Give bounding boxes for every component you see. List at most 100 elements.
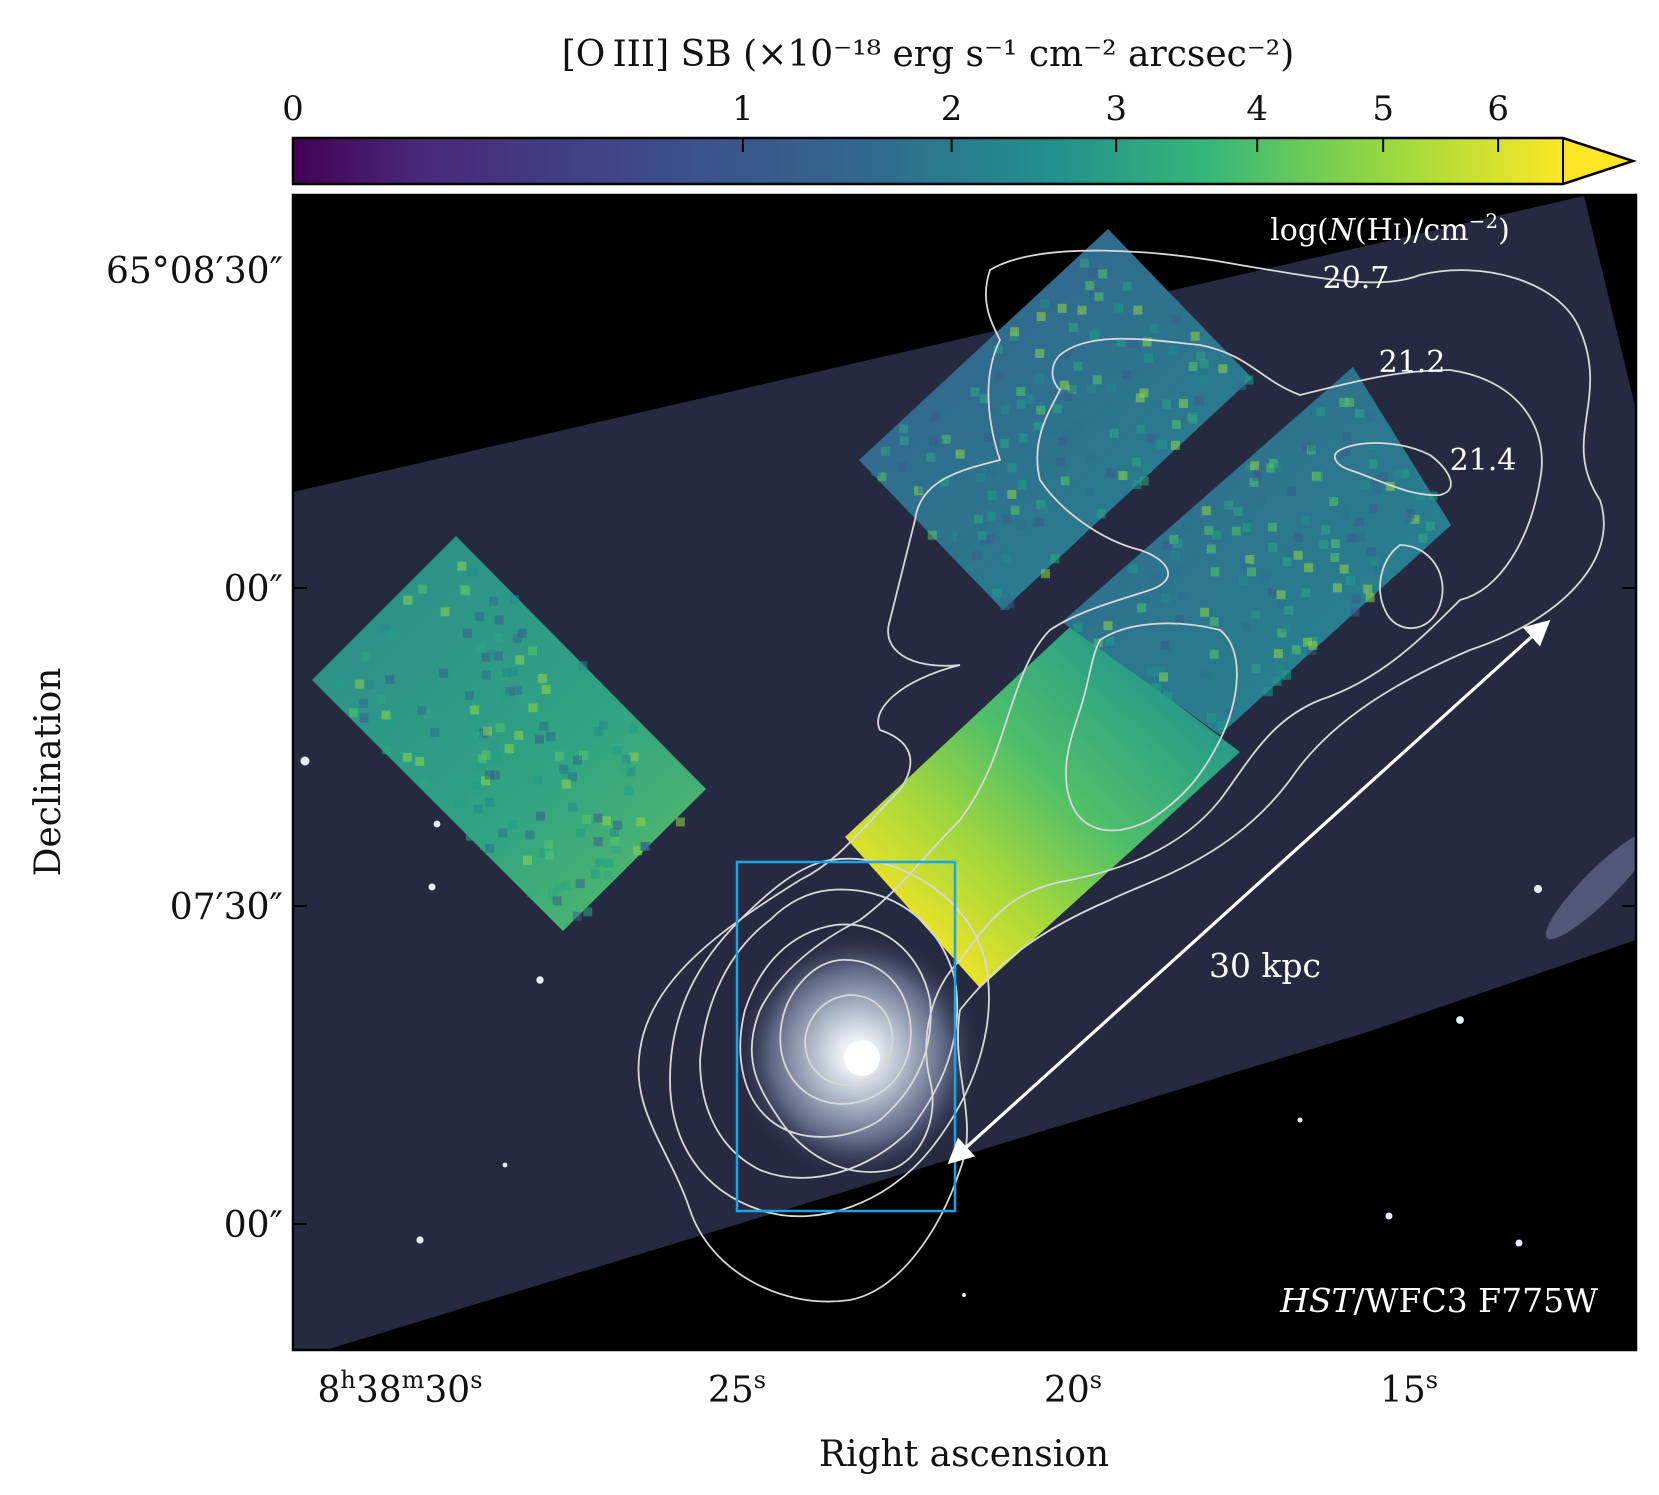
pixel (1404, 513, 1414, 523)
pixel (485, 798, 495, 808)
pixel (1114, 303, 1124, 313)
pixel (498, 840, 508, 850)
pixel (974, 514, 984, 524)
pixel (1316, 407, 1326, 417)
pixel (554, 751, 564, 761)
pixel (1272, 676, 1282, 686)
pixel (520, 694, 530, 704)
pixel (583, 907, 593, 917)
pixel (1365, 412, 1375, 422)
y-axis-label: Declination (28, 668, 69, 877)
pixel (430, 727, 440, 737)
pixel (517, 628, 527, 638)
pixel (379, 623, 389, 633)
star (962, 1293, 966, 1297)
pixel (1003, 514, 1012, 524)
contour-label-20-7: 20.7 (1323, 261, 1390, 296)
pixel (1379, 472, 1389, 481)
contour-galaxy-3 (739, 923, 932, 1138)
pixel (417, 705, 427, 715)
pixel (1346, 575, 1356, 585)
pixel (610, 837, 620, 846)
pixel (489, 596, 499, 606)
pixel (1204, 525, 1214, 535)
pixel (986, 511, 996, 521)
pixel (1163, 691, 1173, 701)
pixel (1395, 469, 1404, 479)
background-galaxy (1545, 830, 1636, 940)
colorbar-extend-arrow (1562, 136, 1637, 186)
pixel (1224, 500, 1234, 510)
pixel (568, 802, 578, 812)
pixel (381, 710, 391, 720)
pixel (1079, 258, 1089, 268)
axis-ticks (293, 195, 1636, 1350)
pixel (1085, 281, 1095, 291)
pixel (1342, 432, 1352, 442)
pixel (389, 629, 399, 639)
pixel (1256, 496, 1266, 506)
pixel (1160, 640, 1170, 650)
pixel (1319, 540, 1329, 550)
pixel (554, 883, 564, 893)
pixel (1137, 603, 1147, 613)
pixel (633, 846, 643, 856)
pixel (1233, 507, 1243, 517)
pixel (1330, 539, 1340, 548)
pixel (626, 767, 636, 777)
pixel (349, 708, 358, 718)
pixel (1329, 497, 1339, 506)
pixel (1039, 504, 1049, 514)
pixel (593, 813, 603, 823)
pixel (1087, 384, 1096, 394)
pixel (1206, 540, 1216, 549)
pixel (877, 472, 887, 482)
pixel (1178, 592, 1188, 601)
pixel (1366, 440, 1376, 450)
contour-21-2 (750, 337, 1543, 1173)
pixel (1139, 388, 1149, 398)
pixel (536, 811, 545, 821)
pixel (578, 750, 588, 760)
pixel (364, 680, 374, 690)
pixel (1190, 331, 1200, 341)
pixel (1268, 522, 1277, 532)
pixel (1206, 544, 1216, 554)
pixel (1150, 324, 1160, 334)
pixel (568, 772, 577, 782)
pixel (463, 628, 473, 638)
colorbar-label: [O III] SB (×10⁻¹⁸ erg s⁻¹ cm⁻² arcsec⁻²… (562, 34, 1295, 75)
pixel (1346, 533, 1356, 543)
pixel (641, 841, 650, 851)
pixel (1368, 459, 1378, 469)
star (1297, 1117, 1303, 1123)
pixel (1284, 605, 1294, 615)
colorbar-tick-label: 2 (941, 89, 963, 129)
pixel (489, 740, 498, 750)
pixel (1025, 394, 1035, 404)
y-tick-label-2: 00″ (224, 569, 283, 610)
pixel (1276, 590, 1286, 600)
pixel (402, 752, 412, 762)
pixel (505, 687, 515, 697)
pixel (1293, 550, 1303, 560)
pixel (494, 633, 504, 642)
pixel (1369, 557, 1379, 567)
pixel (476, 643, 486, 653)
pixel (601, 816, 611, 826)
pixel (1276, 598, 1286, 608)
pixel (1314, 472, 1323, 482)
x-tick-label-1: 8h38m30s (317, 1366, 482, 1411)
pixel (1365, 593, 1375, 603)
pixel (940, 477, 949, 487)
pixel (484, 770, 494, 780)
pixel (1366, 547, 1376, 557)
pixel (1308, 442, 1317, 452)
pixel (1170, 440, 1180, 450)
pixel (992, 588, 1002, 598)
pixel (1286, 486, 1296, 496)
pixel (1058, 437, 1068, 447)
pixel (1136, 424, 1146, 434)
pixel (1005, 599, 1015, 609)
pixel (1152, 682, 1162, 692)
